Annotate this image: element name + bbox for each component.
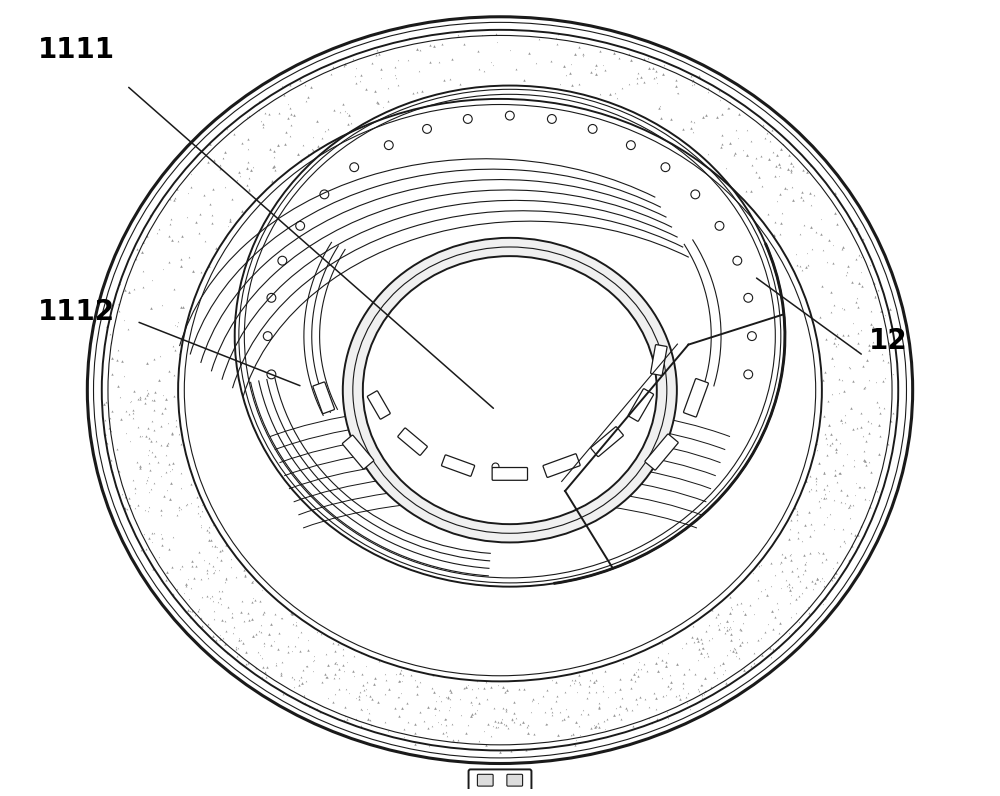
Text: 12: 12 — [868, 327, 907, 355]
FancyBboxPatch shape — [442, 455, 475, 476]
FancyBboxPatch shape — [469, 770, 531, 793]
Text: 1112: 1112 — [38, 298, 115, 326]
FancyBboxPatch shape — [645, 434, 678, 470]
FancyBboxPatch shape — [651, 345, 667, 376]
FancyBboxPatch shape — [591, 427, 623, 457]
Ellipse shape — [363, 256, 657, 524]
FancyBboxPatch shape — [367, 391, 390, 419]
FancyBboxPatch shape — [313, 382, 334, 414]
FancyBboxPatch shape — [477, 775, 493, 786]
FancyBboxPatch shape — [628, 388, 654, 421]
Ellipse shape — [343, 238, 677, 542]
FancyBboxPatch shape — [507, 775, 523, 786]
FancyBboxPatch shape — [492, 467, 528, 480]
FancyBboxPatch shape — [684, 379, 708, 417]
FancyBboxPatch shape — [398, 428, 427, 455]
FancyBboxPatch shape — [543, 454, 580, 478]
Text: 1111: 1111 — [38, 37, 115, 64]
FancyBboxPatch shape — [342, 435, 374, 469]
